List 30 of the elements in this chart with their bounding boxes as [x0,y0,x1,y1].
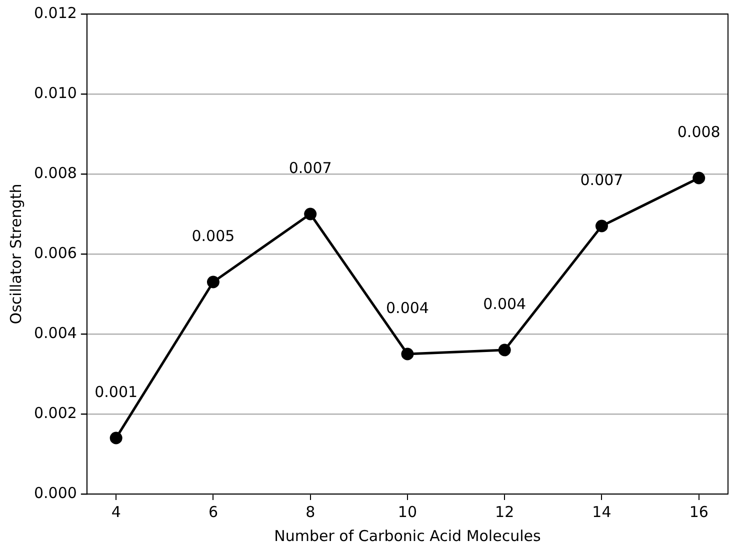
x-tick-label: 4 [111,502,121,521]
point [304,208,317,220]
data-label: 0.004 [483,294,526,313]
x-tick-label: 16 [689,502,708,521]
x-tick-label: 10 [398,502,418,521]
data-label: 0.005 [192,226,235,245]
y-tick-label: 0.012 [34,4,77,22]
x-tick-label: 12 [495,502,514,521]
y-tick-label: 0.004 [34,324,77,342]
y-tick-label: 0.006 [34,244,77,262]
point [206,276,220,288]
y-tick-label: 0.000 [34,484,77,502]
x-tick-label: 14 [592,502,612,521]
data-label: 0.007 [288,158,332,177]
y-tick-label: 0.002 [34,404,77,422]
point [595,220,608,232]
point [110,432,122,444]
point [498,344,511,356]
y-tick-label: 0.010 [34,84,77,102]
data-label: 0.008 [677,122,720,141]
x-tick-label: 6 [208,502,218,521]
x-tick-label: 8 [306,502,316,521]
data-label: 0.007 [580,170,624,189]
data-label: 0.001 [94,382,138,401]
y-axis-title: Oscillator Strength [6,184,25,324]
point [401,348,414,360]
y-tick-label: 0.008 [34,164,77,182]
point [692,172,706,184]
x-axis-title: Number of Carbonic Acid Molecules [274,526,541,545]
data-label: 0.004 [386,298,429,317]
